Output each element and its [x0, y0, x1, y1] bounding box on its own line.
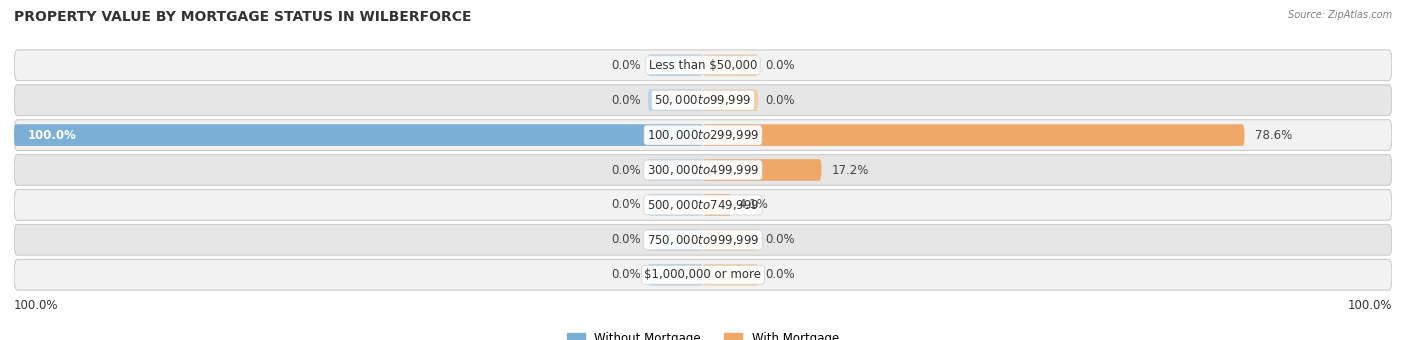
- Text: 0.0%: 0.0%: [765, 94, 794, 107]
- Text: 17.2%: 17.2%: [832, 164, 869, 176]
- Text: Source: ZipAtlas.com: Source: ZipAtlas.com: [1288, 10, 1392, 20]
- Text: 0.0%: 0.0%: [612, 164, 641, 176]
- FancyBboxPatch shape: [648, 54, 703, 76]
- Text: $300,000 to $499,999: $300,000 to $499,999: [647, 163, 759, 177]
- Text: PROPERTY VALUE BY MORTGAGE STATUS IN WILBERFORCE: PROPERTY VALUE BY MORTGAGE STATUS IN WIL…: [14, 10, 471, 24]
- FancyBboxPatch shape: [703, 124, 1244, 146]
- FancyBboxPatch shape: [14, 50, 1392, 81]
- Text: $50,000 to $99,999: $50,000 to $99,999: [654, 93, 752, 107]
- FancyBboxPatch shape: [14, 224, 1392, 255]
- FancyBboxPatch shape: [14, 155, 1392, 185]
- FancyBboxPatch shape: [703, 89, 758, 111]
- Text: 0.0%: 0.0%: [765, 233, 794, 246]
- FancyBboxPatch shape: [703, 194, 731, 216]
- Text: 100.0%: 100.0%: [14, 299, 59, 312]
- FancyBboxPatch shape: [14, 85, 1392, 116]
- Text: 4.1%: 4.1%: [738, 199, 768, 211]
- Text: 0.0%: 0.0%: [765, 268, 794, 281]
- Text: $500,000 to $749,999: $500,000 to $749,999: [647, 198, 759, 212]
- FancyBboxPatch shape: [648, 264, 703, 286]
- Text: 78.6%: 78.6%: [1254, 129, 1292, 141]
- FancyBboxPatch shape: [703, 159, 821, 181]
- Text: 100.0%: 100.0%: [28, 129, 77, 141]
- Text: 0.0%: 0.0%: [612, 268, 641, 281]
- Text: 0.0%: 0.0%: [765, 59, 794, 72]
- FancyBboxPatch shape: [703, 264, 758, 286]
- Text: $100,000 to $299,999: $100,000 to $299,999: [647, 128, 759, 142]
- Text: 100.0%: 100.0%: [1347, 299, 1392, 312]
- Text: 0.0%: 0.0%: [612, 94, 641, 107]
- FancyBboxPatch shape: [703, 54, 758, 76]
- FancyBboxPatch shape: [648, 194, 703, 216]
- FancyBboxPatch shape: [703, 229, 758, 251]
- FancyBboxPatch shape: [14, 120, 1392, 150]
- FancyBboxPatch shape: [14, 190, 1392, 220]
- Text: Less than $50,000: Less than $50,000: [648, 59, 758, 72]
- FancyBboxPatch shape: [14, 259, 1392, 290]
- FancyBboxPatch shape: [648, 89, 703, 111]
- Text: 0.0%: 0.0%: [612, 59, 641, 72]
- Text: 0.0%: 0.0%: [612, 199, 641, 211]
- Text: $750,000 to $999,999: $750,000 to $999,999: [647, 233, 759, 247]
- FancyBboxPatch shape: [648, 159, 703, 181]
- Text: $1,000,000 or more: $1,000,000 or more: [644, 268, 762, 281]
- Text: 0.0%: 0.0%: [612, 233, 641, 246]
- Legend: Without Mortgage, With Mortgage: Without Mortgage, With Mortgage: [562, 328, 844, 340]
- FancyBboxPatch shape: [648, 229, 703, 251]
- FancyBboxPatch shape: [14, 124, 703, 146]
